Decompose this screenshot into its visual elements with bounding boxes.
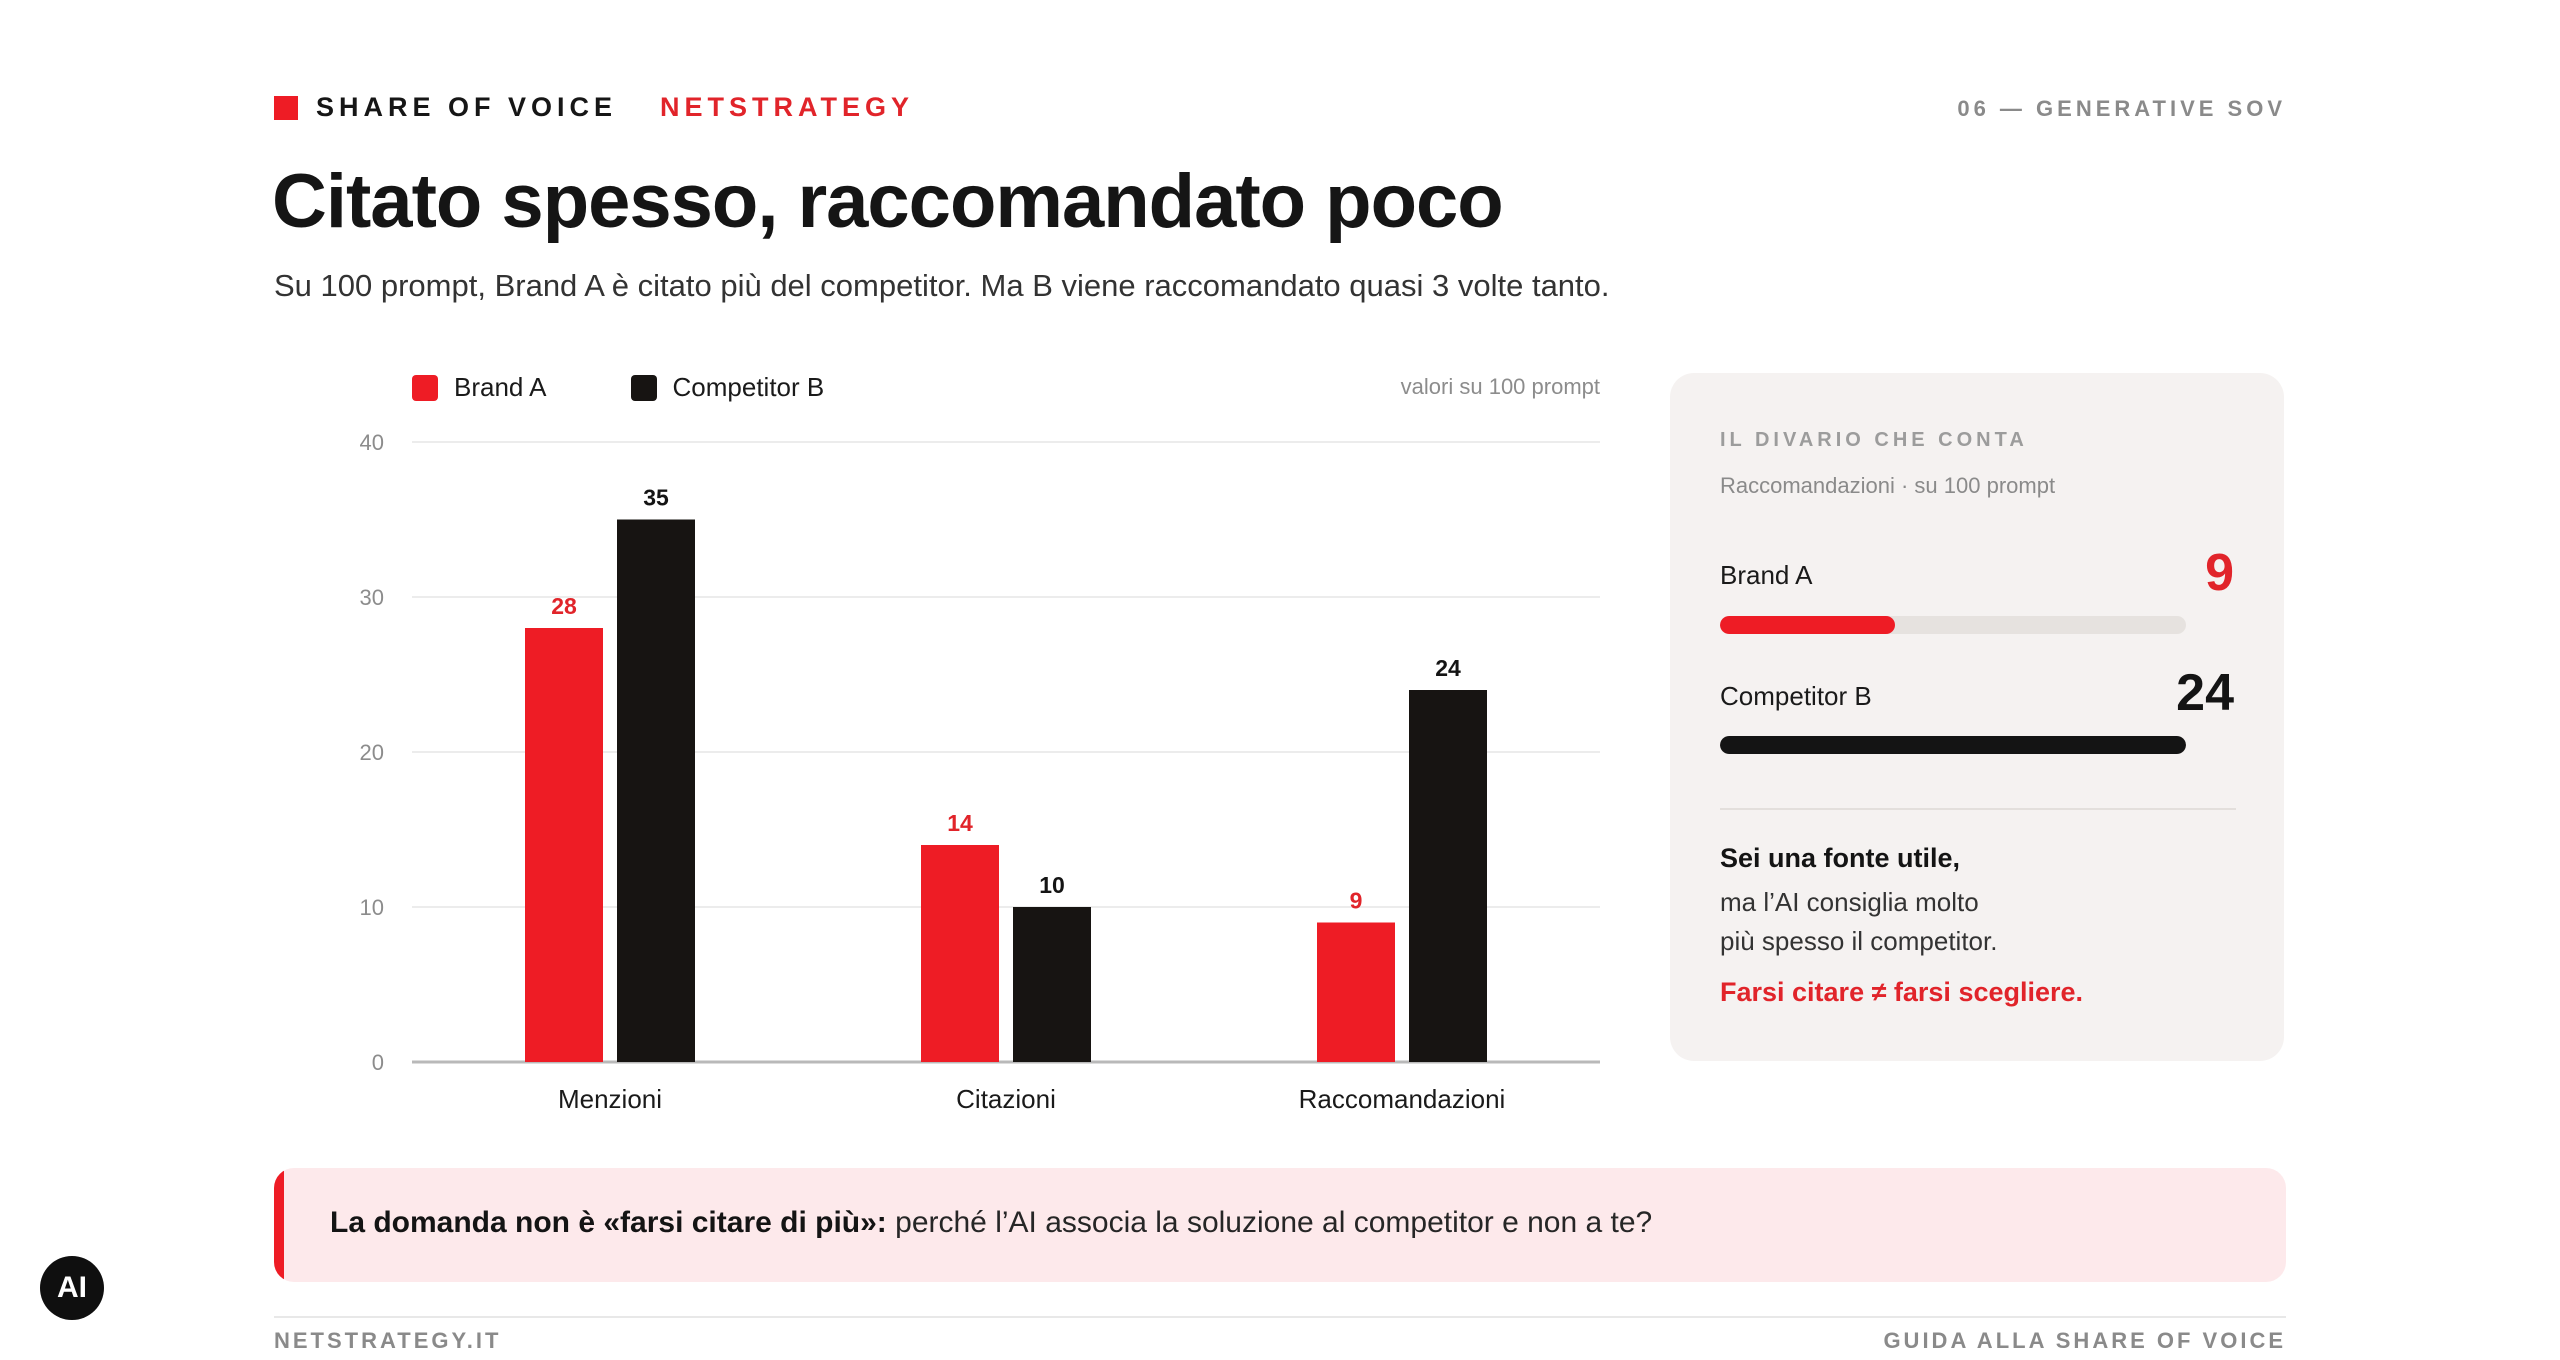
gap-panel: IL DIVARIO CHE CONTA Raccomandazioni · s…: [1670, 373, 2284, 1061]
bar: [617, 519, 695, 1062]
callout-text: La domanda non è «farsi citare di più»: …: [330, 1206, 1652, 1240]
bar-chart: 0 10 20 30 40 28 35 Menzioni 14 10 Citazioni 9 24 Rac…: [360, 430, 1600, 1114]
panel-bar-fill-brand-a: [1720, 616, 1895, 634]
x-tick-label: Menzioni: [558, 1084, 662, 1114]
panel-bar-competitor-b: [1720, 736, 2186, 754]
panel-body-line-2: più spesso il competitor.: [1720, 926, 1998, 956]
legend-label-brand-a: Brand A: [454, 372, 547, 402]
data-label: 24: [1435, 655, 1461, 681]
data-label: 35: [643, 485, 669, 511]
data-label: 14: [947, 810, 973, 836]
legend-item-brand-a: Brand A: [412, 372, 547, 403]
panel-kicker: IL DIVARIO CHE CONTA: [1720, 429, 2028, 451]
panel-value-competitor-b: 24: [2176, 664, 2234, 722]
panel-label-competitor-b: Competitor B: [1720, 681, 1872, 711]
bar: [921, 845, 999, 1062]
x-tick-label: Raccomandazioni: [1299, 1084, 1506, 1114]
callout-bold: La domanda non è «farsi citare di più»:: [330, 1206, 887, 1239]
panel-body: ma l’AI consiglia molto più spesso il co…: [1720, 883, 2180, 961]
legend-label-competitor-b: Competitor B: [672, 372, 825, 402]
footer-site: NETSTRATEGY.IT: [274, 1328, 502, 1353]
panel-divider: [1720, 808, 2236, 810]
footer-guide: GUIDA ALLA SHARE OF VOICE: [1883, 1328, 2286, 1353]
page-title: Citato spesso, raccomandato poco: [272, 159, 1504, 244]
panel-value-brand-a: 9: [2205, 544, 2234, 602]
panel-bold-line: Sei una fonte utile,: [1720, 843, 1961, 873]
y-tick-label: 20: [360, 740, 384, 765]
panel-bar-fill-competitor-b: [1720, 736, 2186, 754]
bar: [525, 628, 603, 1062]
callout-rest: perché l’AI associa la soluzione al comp…: [886, 1206, 1653, 1239]
data-label: 9: [1350, 888, 1363, 914]
panel-subtitle: Raccomandazioni · su 100 prompt: [1720, 473, 2056, 498]
callout-accent-bar: [274, 1168, 284, 1282]
data-label: 10: [1039, 872, 1065, 898]
panel-label-brand-a: Brand A: [1720, 560, 1813, 590]
page-subtitle: Su 100 prompt, Brand A è citato più del …: [274, 268, 1610, 303]
bar: [1013, 907, 1091, 1062]
scale-note: valori su 100 prompt: [1400, 374, 1600, 399]
panel-bar-brand-a: [1720, 616, 2186, 634]
y-tick-label: 30: [360, 585, 384, 610]
bar: [1409, 690, 1487, 1062]
y-tick-label: 40: [360, 430, 384, 455]
question-callout: La domanda non è «farsi citare di più»: …: [274, 1168, 2286, 1282]
legend-item-competitor-b: Competitor B: [630, 372, 825, 403]
data-label: 28: [551, 593, 577, 619]
chart-legend: Brand A Competitor B: [412, 372, 908, 403]
x-tick-label: Citazioni: [956, 1084, 1056, 1114]
legend-swatch-competitor-b: [630, 374, 657, 401]
bar: [1317, 922, 1395, 1062]
page-label: 06 — GENERATIVE SOV: [1957, 96, 2286, 121]
legend-swatch-brand-a: [412, 374, 438, 401]
section-marker: [274, 96, 298, 120]
footer-divider: [274, 1316, 2286, 1318]
section-label: SHARE OF VOICE: [316, 92, 618, 122]
y-tick-label: 10: [360, 895, 384, 920]
panel-highlight: Farsi citare ≠ farsi scegliere.: [1720, 977, 2084, 1007]
y-tick-label: 0: [372, 1050, 384, 1075]
ai-badge[interactable]: AI: [40, 1256, 104, 1320]
panel-body-line-1: ma l’AI consiglia molto: [1720, 887, 1979, 917]
brand-name: NETSTRATEGY: [660, 92, 915, 122]
